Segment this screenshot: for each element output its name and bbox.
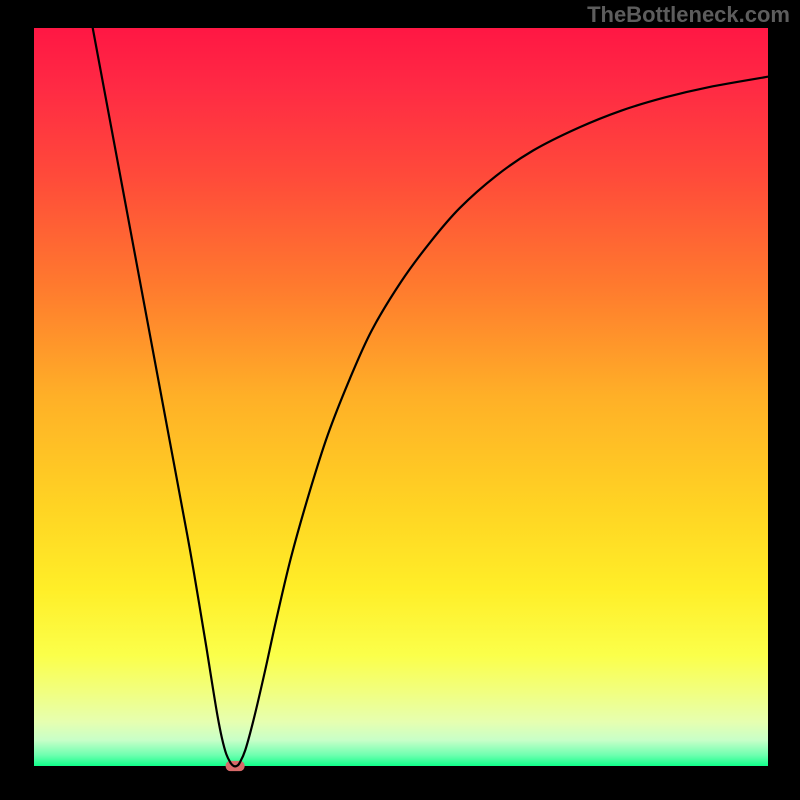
chart-gradient-bg (34, 28, 768, 766)
chart-container: TheBottleneck.com (0, 0, 800, 800)
bottleneck-chart (0, 0, 800, 800)
